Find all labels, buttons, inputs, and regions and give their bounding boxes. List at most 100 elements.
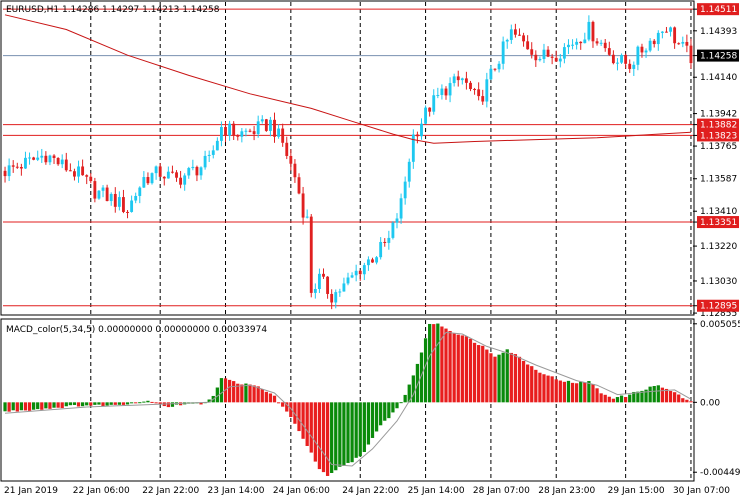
candle-body <box>534 54 538 61</box>
candle-body <box>424 107 428 124</box>
level-price-label: 1.12895 <box>700 302 737 312</box>
histogram-bar <box>93 402 97 405</box>
candle <box>171 165 174 174</box>
candle <box>109 192 113 206</box>
time-label: 21 Jan 2019 <box>4 486 58 496</box>
histogram-bar <box>276 402 281 404</box>
candle-body <box>68 170 72 172</box>
candle <box>620 53 623 64</box>
candle-body <box>293 163 297 178</box>
candle <box>440 84 444 100</box>
candle-body <box>509 29 513 40</box>
candle-body <box>162 176 166 179</box>
candle-body <box>415 134 419 137</box>
candle-body <box>669 27 672 32</box>
candle-body <box>32 157 36 160</box>
candle-body <box>518 34 521 36</box>
histogram-bar <box>428 323 432 403</box>
current-price-label: 1.14258 <box>700 52 737 62</box>
candle-body <box>150 173 154 184</box>
candle-body <box>395 218 399 223</box>
candle-body <box>550 56 554 58</box>
histogram-bar <box>232 381 236 403</box>
histogram-bar <box>72 402 77 405</box>
histogram-bar <box>485 349 489 403</box>
histogram-bar <box>452 333 456 403</box>
histogram-bar <box>105 402 109 406</box>
candle-body <box>436 94 440 96</box>
candle <box>36 150 40 162</box>
candle-body <box>248 130 252 132</box>
candle <box>130 195 134 213</box>
histogram-bar <box>558 380 562 403</box>
candle <box>154 165 158 180</box>
histogram-bar <box>501 352 505 403</box>
price-tick-label: 1.13220 <box>700 242 737 252</box>
candle-body <box>456 76 460 81</box>
candle <box>571 39 574 50</box>
histogram-bar <box>240 384 244 403</box>
price-tick-label: 1.12855 <box>700 309 737 319</box>
candle <box>19 163 23 176</box>
histogram-bar <box>3 402 7 412</box>
histogram-bar <box>236 383 240 403</box>
histogram-bar <box>513 354 518 403</box>
candle <box>669 26 672 37</box>
candle <box>583 32 587 44</box>
histogram-bar <box>497 354 501 403</box>
candle <box>428 107 432 117</box>
histogram-bar <box>632 391 636 403</box>
candles <box>3 15 693 310</box>
candle-body <box>97 190 101 199</box>
candle <box>183 173 187 191</box>
candle <box>166 166 170 179</box>
candle <box>73 168 76 181</box>
histogram-bar <box>317 402 322 470</box>
candle <box>460 77 464 85</box>
candle-body <box>73 171 76 177</box>
histogram-bar <box>509 352 513 403</box>
candle-body <box>660 31 664 33</box>
candle <box>354 264 358 282</box>
candle <box>379 237 383 260</box>
candle-body <box>260 119 264 122</box>
candle <box>375 255 379 265</box>
histogram-bar <box>11 402 15 411</box>
histogram-bar <box>562 381 567 403</box>
candle <box>387 230 391 250</box>
histogram-bar <box>672 392 677 403</box>
level-price-tag <box>697 216 739 229</box>
candle <box>322 268 325 279</box>
candle-body <box>620 54 623 63</box>
price-tick-label: 1.14393 <box>700 27 737 37</box>
indicator-axis: 0.00505537 0.00 -0.00449990 <box>693 320 740 478</box>
candle <box>436 87 440 99</box>
histogram-bar <box>685 399 689 403</box>
candle-body <box>505 39 509 42</box>
candle <box>562 43 566 64</box>
candle <box>199 166 203 180</box>
histogram-bar <box>652 386 656 403</box>
histogram-bar <box>472 342 477 403</box>
histogram-bar <box>293 402 297 424</box>
histogram-bar <box>60 402 64 409</box>
histogram-bar <box>146 400 150 403</box>
candle-body <box>322 273 325 277</box>
candle <box>162 176 166 186</box>
candle <box>526 35 530 50</box>
histogram-bar <box>411 375 415 403</box>
candle-body <box>52 155 56 158</box>
candle-body <box>220 126 223 141</box>
histogram-bar <box>403 394 407 403</box>
histogram-bar <box>517 356 522 403</box>
candle-body <box>354 270 358 276</box>
histogram-bar <box>117 402 121 405</box>
histogram-bar <box>244 383 248 403</box>
candle <box>326 276 330 299</box>
candle <box>179 170 183 189</box>
histogram-bar <box>358 402 362 457</box>
histogram-bar <box>89 402 93 406</box>
histogram-bar <box>526 364 530 403</box>
time-label: 29 Jan 15:00 <box>608 486 665 496</box>
candle <box>93 177 97 203</box>
